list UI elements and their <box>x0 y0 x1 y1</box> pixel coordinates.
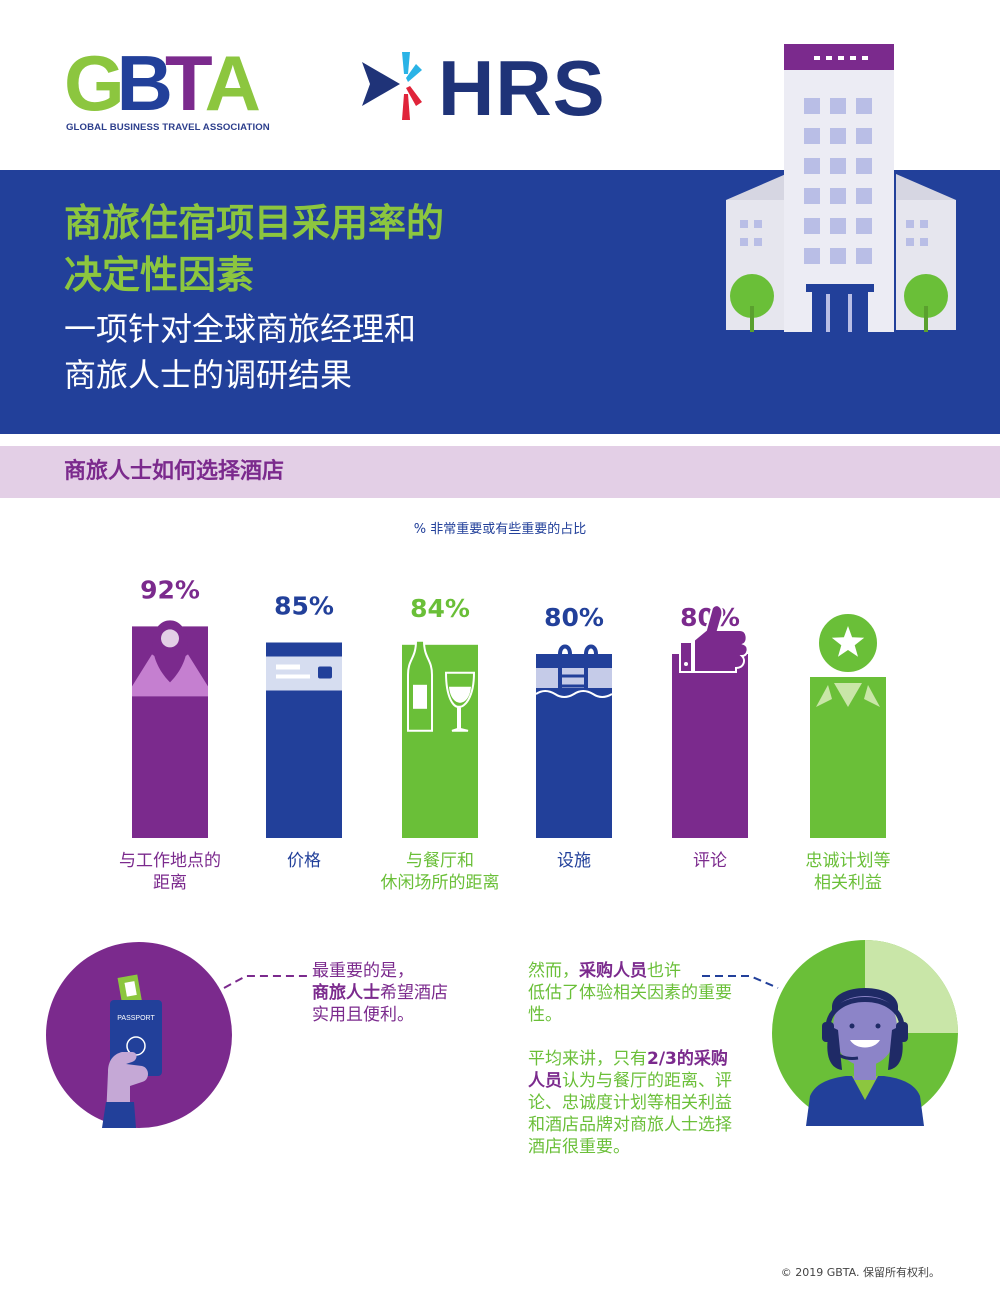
category-label-6: 忠诚计划等 相关利益 <box>773 850 923 894</box>
pool-icon <box>535 644 613 698</box>
page-title-line-1: 商旅住宿项目采用率的 <box>64 201 445 245</box>
right-callout-text-2: 平均来讲，只有2/3的采购 人员认为与餐厅的距离、评 论、忠诚度计划等相关利益 … <box>528 1048 758 1158</box>
wine-icon <box>407 639 476 732</box>
gbta-subtitle: GLOBAL BUSINESS TRAVEL ASSOCIATION <box>66 122 270 133</box>
thumbs-up-icon <box>679 604 749 673</box>
right2-line-4: 和酒店品牌对商旅人士选择 <box>528 1115 732 1135</box>
hotel-building-icon <box>726 44 956 332</box>
section-header: 商旅人士如何选择酒店 <box>0 446 1000 498</box>
gbta-letter-g: G <box>64 39 125 127</box>
passport-illustration-icon: PASSPORT <box>46 942 232 1128</box>
gbta-letter-a: A <box>204 39 261 127</box>
category-label-1-line-1: 与工作地点的 <box>119 851 221 871</box>
category-label-1: 与工作地点的 距离 <box>95 850 245 894</box>
connector-line-left <box>223 975 310 989</box>
right2-line-2-bold: 人员 <box>528 1071 562 1091</box>
right-callout-text-1: 然而，采购人员也许 低估了体验相关因素的重要 性。 <box>528 960 758 1026</box>
right1-line-2: 低估了体验相关因素的重要 <box>528 983 732 1003</box>
bar-value-label-1: 92% <box>140 575 200 604</box>
category-label-1-line-2: 距离 <box>153 873 187 893</box>
left-callout-bold: 商旅人士 <box>312 983 380 1003</box>
gbta-logo: GBTA GLOBAL BUSINESS TRAVEL ASSOCIATION <box>64 44 276 140</box>
left-callout-line-3: 实用且便利。 <box>312 1005 414 1025</box>
right2-line-1-pre: 平均来讲，只有 <box>528 1049 647 1069</box>
purchasing-agent-icon <box>772 940 958 1126</box>
bar-5 <box>672 654 748 838</box>
category-label-4-line-1: 设施 <box>557 851 591 871</box>
bar-value-label-4: 80% <box>544 603 604 632</box>
category-label-6-line-2: 相关利益 <box>814 873 882 893</box>
page-subtitle-line-1: 一项针对全球商旅经理和 <box>64 310 417 348</box>
right2-line-1-bold: 2/3的采购 <box>647 1049 728 1069</box>
gbta-letter-b: B <box>116 39 173 127</box>
chart-y-label: % 非常重要或有些重要的占比 <box>413 522 587 537</box>
gbta-letters: GBTA <box>64 39 261 127</box>
category-label-6-line-1: 忠诚计划等 <box>805 851 891 871</box>
bar-value-label-2: 85% <box>274 592 334 621</box>
hrs-wordmark: HRS <box>438 44 606 132</box>
page-title-line-2: 决定性因素 <box>64 253 255 297</box>
category-label-4: 设施 <box>499 850 649 872</box>
connector-line-right <box>702 975 779 989</box>
credit-card-icon <box>266 656 342 691</box>
left-callout-text: 最重要的是， 商旅人士希望酒店 实用且便利。 <box>312 960 512 1026</box>
category-label-5: 评论 <box>635 850 785 872</box>
bar-chart: 92%85%84%80%80%70% <box>132 575 886 838</box>
right2-line-3: 论、忠诚度计划等相关利益 <box>528 1093 732 1113</box>
section-title: 商旅人士如何选择酒店 <box>64 459 285 484</box>
right1-pre: 然而， <box>528 961 579 981</box>
category-label-3-line-1: 与餐厅和 <box>406 851 474 871</box>
right2-line-5: 酒店很重要。 <box>528 1137 630 1157</box>
page-subtitle-line-2: 商旅人士的调研结果 <box>64 356 353 394</box>
hrs-mark-icon <box>362 52 422 120</box>
hrs-logo: HRS <box>360 44 650 132</box>
right1-bold: 采购人员 <box>579 961 647 981</box>
right2-line-2: 认为与餐厅的距离、评 <box>562 1071 732 1091</box>
right1-post: 也许 <box>647 961 681 981</box>
category-label-2-line-1: 价格 <box>287 851 321 871</box>
copyright-text: © 2019 GBTA. 保留所有权利。 <box>780 1266 940 1279</box>
star-badge-icon <box>816 612 880 707</box>
bar-value-label-3: 84% <box>410 594 470 623</box>
category-label-5-line-1: 评论 <box>693 851 727 871</box>
passport-text: PASSPORT <box>117 1015 155 1022</box>
right1-line-3: 性。 <box>528 1005 562 1025</box>
left-callout-line-2: 希望酒店 <box>380 983 448 1003</box>
category-label-2: 价格 <box>229 850 379 872</box>
gbta-letter-t: T <box>165 39 213 127</box>
category-label-3: 与餐厅和 休闲场所的距离 <box>365 850 515 894</box>
left-callout-line-1: 最重要的是， <box>312 961 414 981</box>
location-pin-icon <box>132 620 208 697</box>
category-label-3-line-2: 休闲场所的距离 <box>380 873 500 893</box>
